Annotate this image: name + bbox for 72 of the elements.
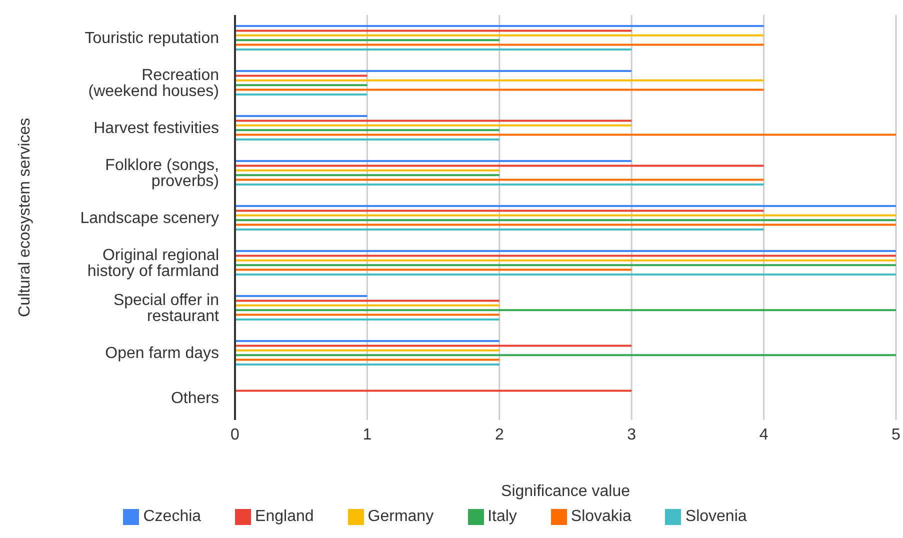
- bar: [235, 120, 632, 122]
- x-axis-title: Significance value: [501, 483, 630, 500]
- legend-label: Czechia: [143, 508, 202, 525]
- bar: [235, 174, 500, 176]
- x-tick-label: 0: [230, 426, 240, 444]
- bar: [235, 124, 632, 126]
- bar: [235, 25, 764, 27]
- bar: [235, 84, 368, 86]
- bar: [235, 94, 368, 96]
- bar: [235, 274, 896, 276]
- bar: [235, 254, 896, 257]
- y-axis-title: Cultural ecosystem services: [16, 118, 34, 318]
- bar: [235, 160, 632, 162]
- bar: [235, 344, 632, 347]
- bar: [235, 390, 632, 392]
- bar: [235, 309, 896, 312]
- y-tick-label: Harvest festivities: [94, 120, 219, 138]
- bar: [235, 304, 500, 306]
- bar: [235, 364, 500, 366]
- bar: [235, 268, 632, 271]
- bar: [235, 70, 632, 72]
- y-tick-label: Landscape scenery: [80, 210, 219, 228]
- bar: [235, 48, 632, 50]
- y-tick-label: Original regional history of farmland: [87, 247, 219, 280]
- x-tick-label: 5: [892, 426, 901, 444]
- bar: [235, 295, 368, 297]
- bar: [235, 354, 896, 356]
- bar: [235, 88, 764, 91]
- bar: [235, 228, 764, 230]
- bar: [235, 34, 764, 36]
- bar: [235, 44, 764, 46]
- y-tick-label: Folklore (songs, proverbs): [105, 157, 219, 190]
- bar: [235, 169, 500, 172]
- x-tick-label: 2: [494, 426, 504, 444]
- x-tick-label: 3: [627, 426, 636, 444]
- x-tick-label: 1: [362, 426, 372, 444]
- bar: [235, 30, 632, 32]
- bar: [235, 358, 500, 361]
- bar: [235, 314, 500, 316]
- y-tick-label: Recreation (weekend houses): [88, 67, 219, 100]
- y-tick-label: Touristic reputation: [84, 30, 219, 48]
- y-tick-label: Others: [170, 390, 219, 408]
- bar: [235, 74, 368, 77]
- bar: [235, 134, 896, 136]
- bar: [235, 138, 500, 140]
- bar: [235, 164, 764, 167]
- x-tick-label: 4: [759, 426, 768, 444]
- bar: [235, 300, 500, 302]
- bar: [235, 184, 764, 186]
- legend-label: Italy: [488, 508, 517, 525]
- bar: [235, 178, 764, 181]
- bar: [235, 318, 500, 320]
- bar: [235, 205, 896, 207]
- bar: [235, 129, 500, 132]
- bar: [235, 224, 896, 226]
- bar: [235, 250, 896, 252]
- bar: [235, 264, 896, 266]
- bar: [235, 115, 368, 117]
- bar: [235, 210, 764, 212]
- y-tick-label: Special offer in restaurant: [113, 292, 220, 326]
- bar: [235, 340, 500, 342]
- bar: [235, 349, 500, 352]
- bar: [235, 259, 896, 262]
- legend-label: Slovakia: [570, 508, 632, 525]
- bar: [235, 219, 896, 222]
- bar: [235, 79, 764, 82]
- bar: [235, 39, 500, 42]
- legend-label: Germany: [368, 508, 434, 525]
- bar: [235, 214, 896, 216]
- legend-label: England: [255, 508, 314, 525]
- legend-label: Slovenia: [685, 508, 747, 525]
- y-tick-label: Open farm days: [105, 345, 219, 362]
